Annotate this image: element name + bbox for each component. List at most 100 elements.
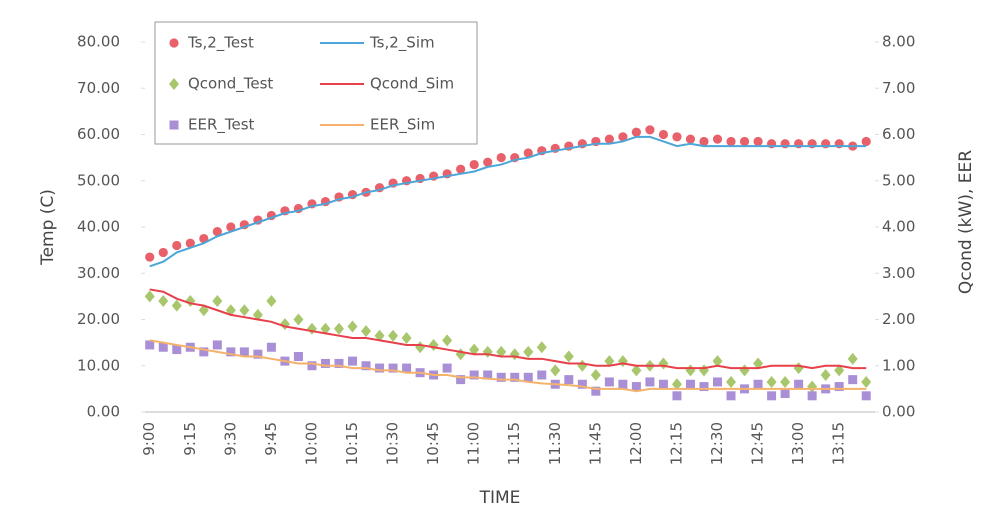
data-point	[577, 379, 587, 389]
data-point	[333, 322, 344, 335]
y-tick-label: 40.00	[77, 218, 120, 236]
data-point	[428, 338, 439, 351]
data-point	[279, 318, 290, 331]
data-point	[631, 382, 641, 392]
data-point	[158, 295, 169, 307]
data-point	[671, 131, 683, 143]
x-tick-label: 12:30	[708, 422, 726, 465]
legend-label: EER_Sim	[370, 116, 435, 135]
data-point	[685, 379, 695, 389]
data-point	[739, 364, 750, 377]
data-point	[793, 362, 804, 375]
y2-tick-label: 3.00	[882, 264, 915, 282]
x-tick-label: 10:30	[384, 422, 402, 465]
legend-label: Qcond_Test	[188, 75, 273, 94]
x-tick-label: 12:15	[667, 422, 685, 465]
data-point	[631, 364, 642, 377]
x-tick-label: 9:00	[140, 422, 158, 456]
data-point	[861, 375, 872, 388]
data-point	[698, 364, 709, 377]
data-point	[442, 334, 453, 347]
data-point	[590, 369, 601, 381]
y2-tick-label: 1.00	[882, 356, 915, 374]
y-axis-title: Temp (C)	[38, 189, 58, 266]
data-point	[483, 370, 493, 380]
data-point	[766, 138, 777, 150]
data-point	[320, 358, 330, 368]
data-point	[306, 322, 317, 335]
data-point	[468, 159, 480, 170]
y-tick-label: 50.00	[77, 171, 120, 189]
data-point	[482, 345, 493, 358]
data-point	[833, 138, 845, 150]
data-point	[699, 382, 709, 392]
data-point	[469, 343, 480, 356]
data-point	[171, 299, 182, 312]
data-point	[847, 352, 858, 365]
data-point	[767, 391, 777, 401]
data-point	[753, 379, 763, 389]
data-point	[752, 136, 764, 147]
data-point	[252, 308, 263, 321]
data-point	[171, 240, 183, 251]
y2-tick-label: 5.00	[882, 171, 915, 189]
legend-label: Ts,2_Test	[187, 34, 254, 53]
data-point	[456, 375, 466, 385]
data-point	[644, 124, 656, 136]
x-tick-label: 12:00	[627, 422, 645, 465]
data-point	[469, 370, 479, 380]
data-point	[658, 129, 669, 140]
data-point	[145, 340, 155, 350]
data-point	[591, 386, 601, 396]
data-point	[334, 358, 344, 368]
data-point	[725, 136, 737, 147]
data-point	[375, 363, 385, 373]
y2-tick-label: 8.00	[882, 33, 915, 51]
data-point	[293, 352, 303, 361]
data-point	[685, 133, 696, 145]
x-tick-label: 11:30	[546, 422, 564, 465]
data-point	[834, 364, 845, 377]
data-point	[860, 136, 872, 147]
data-point	[239, 347, 249, 357]
y2-tick-label: 6.00	[882, 125, 915, 143]
x-tick-label: 11:00	[465, 422, 483, 465]
x-tick-label: 10:15	[343, 422, 361, 465]
y2-tick-label: 2.00	[882, 310, 915, 328]
y2-axis-title: Qcond (kW), EER	[956, 150, 976, 294]
y-tick-label: 20.00	[77, 310, 120, 328]
y2-tick-label: 0.00	[882, 403, 915, 421]
legend-marker	[168, 37, 180, 49]
data-point	[753, 357, 764, 370]
legend-label: Qcond_Sim	[370, 75, 454, 94]
data-point	[712, 133, 723, 145]
data-point	[713, 377, 723, 387]
data-point	[658, 379, 668, 389]
data-point	[388, 329, 399, 342]
data-point	[604, 355, 615, 368]
data-point	[253, 349, 263, 359]
legend: Ts,2_Test Ts,2_Sim Qcond_Test Qcond_Sim EER_…	[154, 21, 478, 145]
legend-marker	[169, 120, 179, 130]
data-point	[712, 355, 723, 368]
data-point	[455, 348, 466, 361]
data-point	[415, 341, 426, 354]
data-point	[442, 363, 452, 373]
data-point	[172, 345, 182, 355]
data-point	[794, 379, 804, 389]
data-point	[401, 332, 412, 344]
data-point	[144, 251, 156, 263]
data-point	[239, 304, 250, 317]
y-tick-label: 0.00	[87, 403, 120, 421]
data-point	[685, 364, 696, 377]
data-point	[645, 377, 655, 387]
x-tick-label: 11:15	[505, 422, 523, 465]
data-point	[563, 350, 574, 363]
data-point	[144, 290, 155, 303]
x-tick-label: 13:00	[789, 422, 807, 465]
data-point	[806, 138, 818, 150]
data-point	[266, 295, 277, 307]
data-point	[212, 340, 222, 350]
series-line	[149, 339, 867, 393]
data-point	[617, 355, 628, 368]
